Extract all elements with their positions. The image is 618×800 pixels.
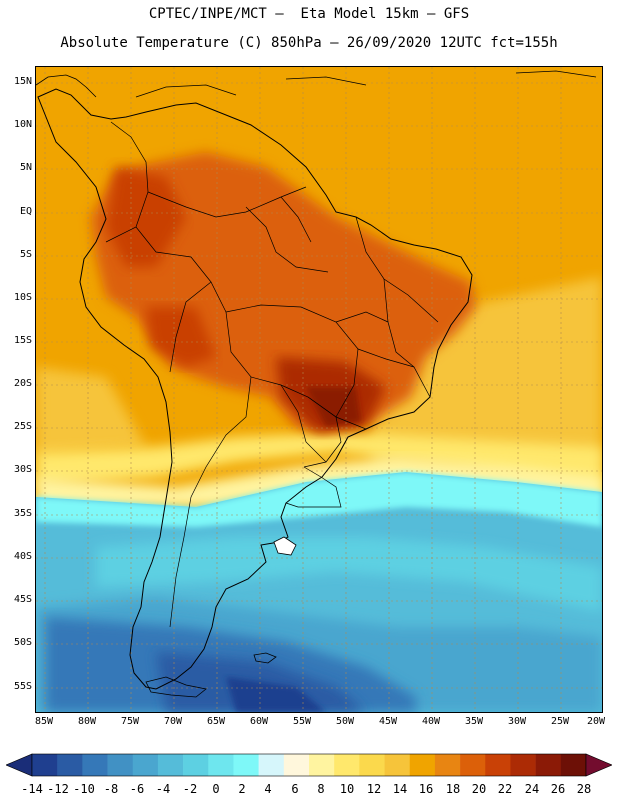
front-band-yellow: [36, 432, 602, 497]
lon-label-50w: 50W: [335, 716, 355, 727]
caribbean-outline: [36, 70, 597, 98]
colorbar-label-16: 16: [418, 782, 434, 796]
lat-lon-grid: [36, 67, 602, 712]
colorbar-label-m14: -14: [21, 782, 43, 796]
colorbar-label-m12: -12: [47, 782, 69, 796]
lat-label-10s: 10S: [13, 292, 32, 303]
colorbar-label-m2: -2: [182, 782, 198, 796]
colorbar-cell: [107, 754, 134, 776]
cold-front-cyan: [36, 472, 602, 527]
country-borders: [105, 121, 439, 628]
colorbar-cell: [157, 754, 184, 776]
colorbar-label-28: 28: [576, 782, 592, 796]
lon-label-35w: 35W: [464, 716, 484, 727]
colorbar-label-20: 20: [471, 782, 487, 796]
temperature-map: [35, 66, 603, 713]
lon-label-75w: 75W: [120, 716, 140, 727]
colorbar-cell: [258, 754, 285, 776]
colorbar-cell: [334, 754, 360, 776]
lon-label-85w: 85W: [34, 716, 54, 727]
lon-label-70w: 70W: [163, 716, 183, 727]
lat-label-15s: 15S: [13, 335, 32, 346]
colorbar-label-18: 18: [445, 782, 461, 796]
colorbar-over-arrow: [585, 753, 612, 777]
colorbar-label-24: 24: [524, 782, 540, 796]
lat-label-45s: 45S: [13, 594, 32, 605]
colorbar-cell: [183, 754, 209, 776]
colorbar-label-4: 4: [264, 782, 272, 796]
colorbar-label-m4: -4: [155, 782, 171, 796]
lat-label-eq: EQ: [19, 206, 32, 217]
colorbar-cell: [434, 754, 461, 776]
lon-label-80w: 80W: [77, 716, 97, 727]
hot-core-north: [106, 167, 186, 267]
lon-label-65w: 65W: [206, 716, 226, 727]
colorbar-cell: [560, 754, 587, 776]
colorbar-label-22: 22: [497, 782, 513, 796]
colorbar: [6, 753, 612, 777]
colorbar-cells: [31, 753, 587, 777]
lon-label-55w: 55W: [292, 716, 312, 727]
lon-label-60w: 60W: [249, 716, 269, 727]
tierra-del-fuego: [145, 676, 207, 698]
colorbar-label-0: 0: [212, 782, 220, 796]
lat-label-5n: 5N: [19, 162, 32, 173]
lon-label-40w: 40W: [421, 716, 441, 727]
colorbar-cell: [208, 754, 234, 776]
title-line-2: Absolute Temperature (C) 850hPa – 26/09/…: [60, 35, 558, 51]
colorbar-cell: [32, 754, 58, 776]
lon-label-45w: 45W: [378, 716, 398, 727]
cold-core-darkest: [226, 677, 326, 712]
lat-label-55s: 55S: [13, 681, 32, 692]
colorbar-label-m8: -8: [103, 782, 119, 796]
colorbar-label-10: 10: [339, 782, 355, 796]
lon-label-25w: 25W: [550, 716, 570, 727]
colorbar-cell: [460, 754, 486, 776]
colorbar-under-arrow: [6, 753, 33, 777]
lat-label-10n: 10N: [13, 119, 32, 130]
colorbar-label-26: 26: [550, 782, 566, 796]
colorbar-cell: [82, 754, 108, 776]
colorbar-label-14: 14: [392, 782, 408, 796]
lon-label-30w: 30W: [507, 716, 527, 727]
lat-label-25s: 25S: [13, 421, 32, 432]
map-canvas: [36, 67, 602, 712]
colorbar-label-6: 6: [291, 782, 299, 796]
hot-core-west: [146, 307, 216, 367]
lat-label-40s: 40S: [13, 551, 32, 562]
colorbar-cell: [535, 754, 562, 776]
lat-label-20s: 20S: [13, 378, 32, 389]
colorbar-cell: [309, 754, 335, 776]
lat-label-50s: 50S: [13, 637, 32, 648]
title-line-1: CPTEC/INPE/MCT – Eta Model 15km – GFS: [148, 6, 470, 22]
colorbar-label-m6: -6: [129, 782, 145, 796]
colorbar-cell: [510, 754, 536, 776]
lon-label-20w: 20W: [586, 716, 606, 727]
cold-band-light: [96, 537, 602, 612]
lat-label-35s: 35S: [13, 508, 32, 519]
lat-label-30s: 30S: [13, 464, 32, 475]
colorbar-cell: [485, 754, 511, 776]
colorbar-cell: [359, 754, 385, 776]
lat-label-15n: 15N: [13, 76, 32, 87]
colorbar-cell: [409, 754, 436, 776]
colorbar-label-8: 8: [317, 782, 325, 796]
colorbar-cell: [57, 754, 83, 776]
rio-de-la-plata: [273, 536, 297, 556]
colorbar-label-12: 12: [366, 782, 382, 796]
lat-label-5s: 5S: [19, 249, 32, 260]
colorbar-cell: [384, 754, 411, 776]
pacific-warm-band: [36, 367, 146, 457]
falkland-islands: [253, 652, 277, 664]
colorbar-cell: [283, 754, 310, 776]
colorbar-cell: [132, 754, 159, 776]
colorbar-label-2: 2: [238, 782, 246, 796]
colorbar-cell: [233, 754, 259, 776]
colorbar-label-m10: -10: [73, 782, 95, 796]
